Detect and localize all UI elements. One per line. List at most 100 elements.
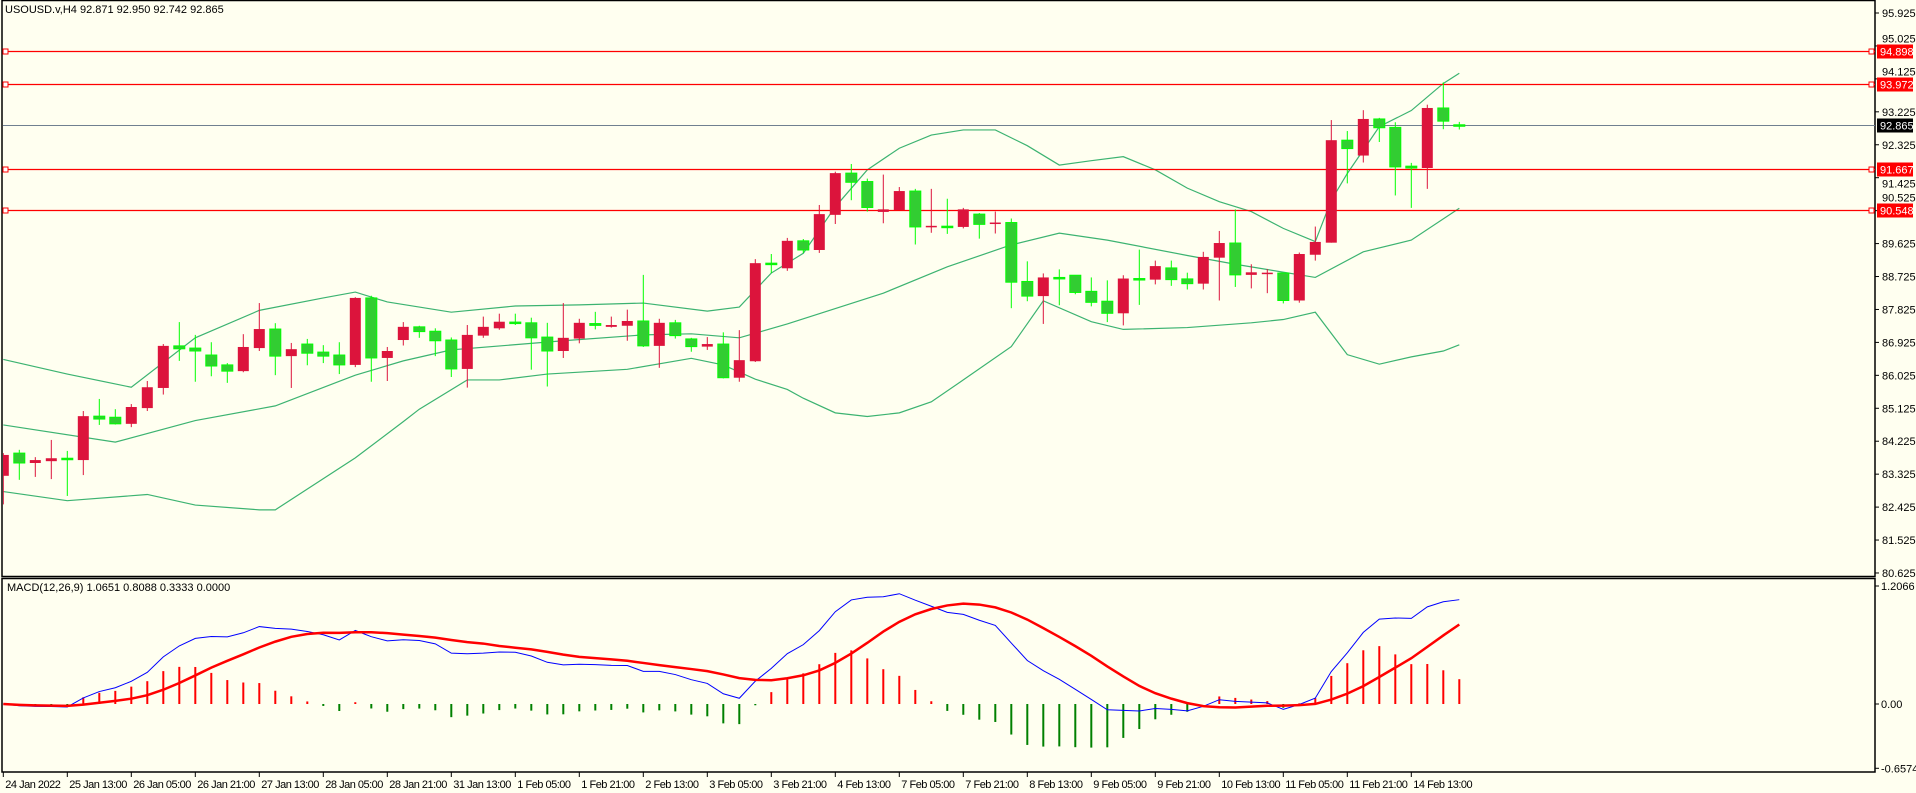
bollinger-lower-band [3, 300, 1460, 511]
price-tick-label: 86.925 [1882, 337, 1916, 349]
bull-candle [3, 453, 9, 505]
bull-candle [925, 188, 937, 233]
bull-candle [253, 303, 265, 352]
bear-candle [93, 398, 106, 425]
bull-candle [157, 344, 169, 395]
time-tick-label: 14 Feb 13:00 [1413, 779, 1472, 791]
line-anchor-right[interactable] [1868, 207, 1875, 214]
candle-body [1117, 278, 1129, 314]
candle-body [1357, 118, 1369, 156]
time-tick-label: 1 Feb 21:00 [581, 779, 635, 791]
bull-candle [1149, 260, 1161, 285]
candle-body [29, 460, 41, 463]
horizontal-lines[interactable] [2, 48, 1875, 214]
bull-candle [893, 187, 905, 211]
price-tick-label: 88.725 [1882, 272, 1916, 284]
hline-price-label: 91.667 [1880, 165, 1914, 177]
price-tick-label: 86.025 [1882, 370, 1916, 382]
candle-body [429, 330, 442, 342]
time-tick-label: 1 Feb 05:00 [517, 779, 571, 791]
candle-body [1181, 278, 1194, 285]
bear-candle [1277, 272, 1290, 304]
candle-body [1453, 124, 1466, 127]
bear-candle [317, 345, 330, 364]
candle-body [1293, 254, 1305, 301]
bull-candle [813, 204, 825, 253]
price-tick-label: 83.325 [1882, 469, 1916, 481]
bull-candle [397, 322, 409, 346]
time-axis: 24 Jan 2022 25 Jan 13:00 26 Jan 05:00 26 Ja… [2, 772, 1473, 791]
bull-candle [829, 171, 841, 224]
line-anchor-left[interactable] [2, 48, 9, 55]
bull-candle [957, 207, 969, 229]
bear-candle [765, 254, 778, 274]
bollinger-bands [3, 72, 1460, 511]
candle-body [829, 173, 841, 215]
line-anchor-left[interactable] [2, 207, 9, 214]
bear-candle [797, 239, 810, 253]
bull-candle [621, 309, 633, 341]
candle-body [1053, 276, 1066, 280]
bull-candle [1261, 269, 1273, 294]
bear-candle [221, 363, 234, 383]
candle-body [749, 263, 761, 362]
line-anchor-right[interactable] [1868, 48, 1875, 55]
hline-price-badge [1877, 77, 1913, 92]
candle-body [701, 344, 713, 347]
candle-body [973, 213, 986, 225]
candle-body [637, 320, 650, 347]
candle-body [1261, 272, 1273, 275]
candle-body [557, 337, 569, 352]
bull-candle [1309, 226, 1321, 261]
line-anchor-left[interactable] [2, 81, 9, 88]
line-anchor-left[interactable] [2, 166, 9, 173]
time-tick-label: 7 Feb 05:00 [901, 779, 955, 791]
candle-body [685, 338, 698, 348]
price-tick-label: 94.125 [1882, 67, 1916, 79]
bull-candle [477, 316, 489, 338]
line-anchor-right[interactable] [1868, 166, 1875, 173]
line-anchor-right[interactable] [1868, 81, 1875, 88]
price-tick-label: 95.025 [1882, 34, 1916, 46]
bull-candle [701, 337, 713, 350]
candle-body [717, 343, 730, 379]
price-labels: 94.898 93.972 91.667 90.548 92.865 [1877, 44, 1914, 218]
macd-panel-border [1, 577, 1876, 773]
candle-body [1389, 126, 1402, 168]
bear-candle [1133, 249, 1146, 305]
bear-candle [1341, 131, 1354, 184]
bear-candle [301, 338, 314, 366]
candle-body [413, 326, 426, 333]
hline-price-label: 93.972 [1880, 80, 1914, 92]
bull-candle [461, 325, 473, 388]
candle-body [1277, 272, 1290, 301]
candle-body [317, 351, 330, 357]
candle-body [93, 415, 106, 420]
bull-candle [77, 411, 89, 476]
candle-body [205, 354, 218, 367]
candle-body [621, 320, 633, 326]
candle-body [461, 334, 473, 369]
price-tick-label: 95.925 [1882, 8, 1916, 20]
candle-body [1309, 241, 1321, 255]
macd-line [3, 593, 1460, 712]
bear-candle [637, 274, 650, 347]
bull-candle [125, 404, 137, 428]
candle-body [1133, 278, 1146, 281]
candle-body [653, 322, 665, 346]
candle-body [333, 354, 346, 366]
candle-body [381, 351, 393, 358]
bull-candle [573, 318, 585, 344]
candle-body [1213, 243, 1225, 258]
candle-body [365, 297, 378, 359]
bear-candle [1165, 260, 1178, 286]
candle-body [109, 416, 122, 425]
current-price-badge [1877, 118, 1913, 133]
bear-candle [269, 323, 282, 376]
time-tick-label: 28 Jan 21:00 [389, 779, 447, 791]
bear-candle [1069, 274, 1082, 295]
price-tick-label: 82.425 [1882, 502, 1916, 514]
bear-candle [1053, 269, 1066, 306]
price-tick-label: 90.525 [1882, 193, 1916, 205]
